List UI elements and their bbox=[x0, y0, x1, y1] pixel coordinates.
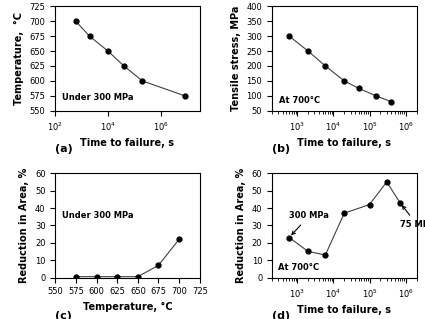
Text: (d): (d) bbox=[272, 311, 290, 319]
Y-axis label: Reduction in Area, %: Reduction in Area, % bbox=[236, 168, 246, 283]
Text: At 700°C: At 700°C bbox=[278, 263, 319, 272]
X-axis label: Time to failure, s: Time to failure, s bbox=[297, 138, 391, 148]
Text: (b): (b) bbox=[272, 144, 290, 154]
Text: 300 MPa: 300 MPa bbox=[289, 211, 329, 234]
Text: At 700°C: At 700°C bbox=[279, 96, 320, 106]
Text: Under 300 MPa: Under 300 MPa bbox=[62, 93, 134, 102]
Y-axis label: Reduction in Area, %: Reduction in Area, % bbox=[20, 168, 29, 283]
X-axis label: Time to failure, s: Time to failure, s bbox=[80, 138, 175, 148]
Y-axis label: Temperature,  °C: Temperature, °C bbox=[14, 12, 24, 105]
Text: Under 300 MPa: Under 300 MPa bbox=[62, 211, 134, 220]
X-axis label: Time to failure, s: Time to failure, s bbox=[297, 305, 391, 315]
X-axis label: Temperature, °C: Temperature, °C bbox=[83, 302, 172, 312]
Text: 75 MPa: 75 MPa bbox=[400, 206, 425, 229]
Text: (a): (a) bbox=[55, 144, 73, 154]
Text: (c): (c) bbox=[55, 311, 72, 319]
Y-axis label: Tensile stress, MPa: Tensile stress, MPa bbox=[231, 6, 241, 111]
